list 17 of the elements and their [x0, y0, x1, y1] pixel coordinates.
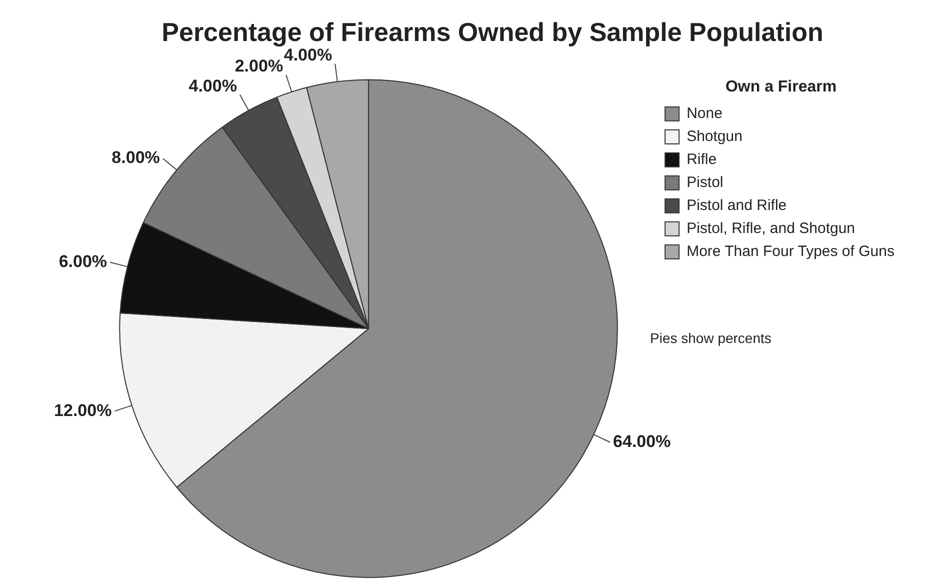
legend-label: Shotgun [686, 128, 742, 146]
legend-label: Rifle [686, 151, 717, 168]
legend-label: Pistol [686, 174, 724, 192]
data-label: 64.00% [613, 432, 671, 451]
data-label: 4.00% [188, 76, 237, 96]
data-label: 4.00% [284, 45, 332, 64]
data-label: 6.00% [58, 252, 108, 271]
data-label: 12.00% [54, 400, 112, 420]
legend-label: Pistol and Rifle [686, 197, 787, 214]
legend-title: Own a Firearm [725, 78, 837, 96]
data-label: 2.00% [234, 56, 284, 76]
text: Pies show percents [650, 330, 772, 346]
chart-title: Percentage of Firearms Owned by Sample Population [162, 16, 824, 47]
legend-label: Pistol, Rifle, and Shotgun [686, 220, 856, 238]
data-label: 8.00% [112, 148, 160, 168]
legend-label: More Than Four Types of Guns [686, 243, 894, 260]
legend-label: None [686, 105, 722, 122]
